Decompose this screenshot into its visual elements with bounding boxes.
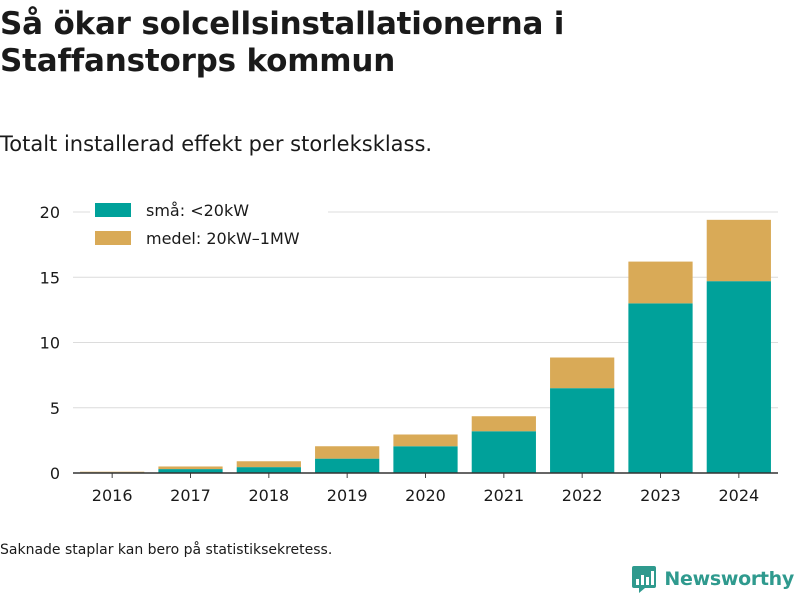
stacked-bar-chart: 0 5 10 15 20 2016 2017 2018 2019 2020 2021 2022 202… (40, 197, 778, 505)
bar-sma-2023[interactable] (628, 303, 693, 473)
legend: små: <20kW medel: 20kW–1MW (90, 197, 328, 257)
chart-subtitle: Totalt installerad effekt per storlekskl… (0, 132, 433, 156)
bar-medel-2024[interactable] (706, 219, 771, 282)
footnote: Saknade staplar kan bero på statistiksek… (0, 542, 333, 558)
legend-swatch (95, 231, 131, 245)
bar-medel-2017[interactable] (158, 466, 223, 470)
bars (80, 219, 771, 473)
y-tick-label: 20 (40, 203, 60, 222)
bar-sma-2019[interactable] (315, 458, 380, 473)
legend-swatch (95, 203, 131, 217)
y-tick-label: 10 (40, 334, 60, 353)
x-tick-label: 2018 (248, 486, 289, 505)
x-axis-ticks: 2016 2017 2018 2019 2020 2021 2022 2023 2024 (73, 472, 778, 505)
x-tick-label: 2022 (562, 486, 603, 505)
y-tick-label: 0 (50, 464, 60, 483)
bar-sma-2024[interactable] (706, 281, 771, 473)
x-tick-label: 2020 (405, 486, 446, 505)
bar-medel-2019[interactable] (315, 446, 380, 459)
bar-sma-2022[interactable] (550, 388, 615, 473)
bar-medel-2020[interactable] (393, 434, 458, 447)
bar-medel-2016[interactable] (80, 471, 145, 473)
bar-medel-2018[interactable] (236, 461, 301, 468)
brand-name: Newsworthy (664, 568, 794, 590)
x-tick-label: 2016 (92, 486, 133, 505)
bar-medel-2022[interactable] (550, 357, 615, 389)
y-tick-label: 15 (40, 268, 60, 287)
x-tick-label: 2017 (170, 486, 211, 505)
y-axis-ticks: 0 5 10 15 20 (40, 203, 60, 483)
bar-medel-2021[interactable] (471, 416, 536, 432)
bar-sma-2021[interactable] (471, 431, 536, 473)
x-tick-label: 2019 (327, 486, 368, 505)
legend-label: små: <20kW (146, 201, 249, 220)
brand[interactable]: Newsworthy (631, 564, 794, 594)
y-tick-label: 5 (50, 399, 60, 418)
bar-medel-2023[interactable] (628, 261, 693, 304)
bar-sma-2020[interactable] (393, 446, 458, 473)
bar-sma-2018[interactable] (236, 467, 301, 473)
x-tick-label: 2023 (640, 486, 681, 505)
x-tick-label: 2024 (718, 486, 759, 505)
x-tick-label: 2021 (483, 486, 524, 505)
newsworthy-logo-icon (632, 566, 657, 593)
bar-sma-2017[interactable] (158, 469, 223, 473)
chart-title: Så ökar solcellsinstallationerna i Staff… (0, 6, 565, 79)
legend-label: medel: 20kW–1MW (146, 229, 300, 248)
